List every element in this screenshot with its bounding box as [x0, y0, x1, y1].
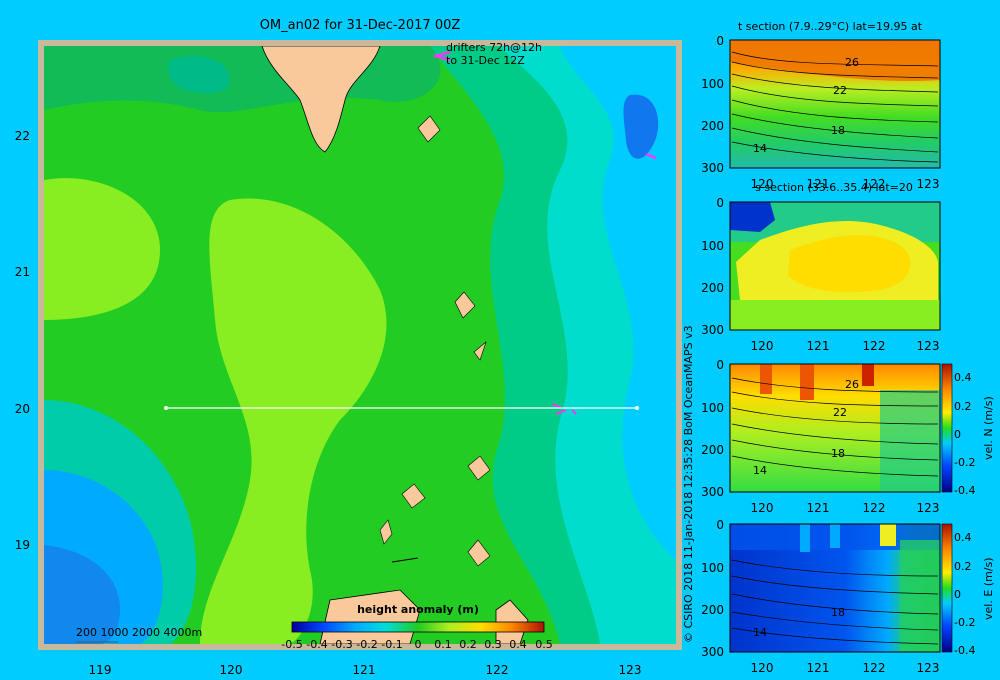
- depth-tick: 200: [701, 281, 724, 295]
- velocity-colorbar-label: vel. E (m/s): [982, 557, 995, 620]
- lon-tick: 123: [917, 661, 940, 675]
- colorbar-tick: -0.1: [381, 638, 402, 651]
- velocity-east-section-panel: 18 14 0.4 0.2 0 -0.2 -0.4 vel. E (m/s) 0…: [701, 518, 995, 675]
- lon-tick: 121: [807, 177, 830, 191]
- section-end-marker: [635, 406, 639, 410]
- contour-label: 14: [753, 626, 767, 639]
- depth-tick: 100: [701, 239, 724, 253]
- depth-tick: 0: [716, 196, 724, 210]
- colorbar-tick: 0: [415, 638, 422, 651]
- depth-tick: 300: [701, 161, 724, 175]
- lon-tick: 121: [807, 661, 830, 675]
- height-anomaly-colorbar: height anomaly (m) -0.5 -0.4 -0.3 -0.2 -…: [281, 603, 552, 651]
- lon-tick: 121: [807, 339, 830, 353]
- depth-tick: 0: [716, 34, 724, 48]
- contour-label: 22: [833, 84, 847, 97]
- drifter-track: [431, 50, 451, 62]
- map-lon-axis: 119 120 121 122 123: [89, 663, 642, 677]
- contour-label: 18: [831, 124, 845, 137]
- section-start-marker: [164, 406, 168, 410]
- velocity-tick: 0.4: [954, 371, 972, 384]
- credit-text: © CSIRO 2018 11-Jan-2018 12:35:28 BoM Oc…: [682, 325, 695, 643]
- colorbar-tick: -0.5: [281, 638, 302, 651]
- colorbar-tick: 0.4: [509, 638, 527, 651]
- lon-tick: 123: [917, 501, 940, 515]
- contour-label: 26: [845, 56, 859, 69]
- depth-tick: 100: [701, 77, 724, 91]
- depth-tick: 300: [701, 485, 724, 499]
- lon-tick: 122: [486, 663, 509, 677]
- depth-tick: 300: [701, 645, 724, 659]
- depth-tick: 100: [701, 401, 724, 415]
- lon-tick: 121: [353, 663, 376, 677]
- lat-tick: 19: [15, 538, 30, 552]
- bathymetry-legend: 200 1000 2000 4000m: [76, 626, 202, 639]
- velocity-tick: 0: [954, 588, 961, 601]
- colorbar-tick: 0.2: [459, 638, 477, 651]
- contour-label: 26: [845, 378, 859, 391]
- map-field: [44, 46, 676, 644]
- velocity-tick: -0.4: [954, 644, 975, 657]
- lon-tick: 120: [751, 501, 774, 515]
- lon-tick: 122: [863, 177, 886, 191]
- lon-tick: 122: [863, 661, 886, 675]
- velocity-north-section-panel: 26 22 18 14 0.4 0.2 0 -0.2 -0.4 vel. N (…: [701, 358, 995, 515]
- depth-tick: 200: [701, 119, 724, 133]
- lon-tick: 123: [619, 663, 642, 677]
- velocity-tick: 0.2: [954, 560, 972, 573]
- colorbar-tick: 0.1: [434, 638, 452, 651]
- lon-tick: 123: [917, 339, 940, 353]
- contour-label: 18: [831, 606, 845, 619]
- colorbar-tick: 0.3: [484, 638, 502, 651]
- velocity-tick: 0: [954, 428, 961, 441]
- temperature-section-panel: t section (7.9..29°C) lat=19.95 at 26 22…: [701, 20, 941, 191]
- velocity-colorbar-label: vel. N (m/s): [982, 396, 995, 460]
- colorbar-tick: -0.2: [356, 638, 377, 651]
- lat-tick: 22: [15, 129, 30, 143]
- depth-tick: 100: [701, 561, 724, 575]
- section-title: s section (33.6..35.4) lat=20: [755, 181, 913, 194]
- depth-tick: 200: [701, 443, 724, 457]
- lon-tick: 121: [807, 501, 830, 515]
- contour-label: 14: [753, 464, 767, 477]
- lon-tick: 122: [863, 501, 886, 515]
- velocity-tick: 0.4: [954, 531, 972, 544]
- lon-tick: 120: [751, 339, 774, 353]
- colorbar-tick: 0.5: [535, 638, 553, 651]
- colorbar-gradient: [291, 621, 545, 633]
- drifter-label-line2: to 31-Dec 12Z: [446, 54, 525, 67]
- lon-tick: 122: [863, 339, 886, 353]
- depth-tick: 200: [701, 603, 724, 617]
- section-title: t section (7.9..29°C) lat=19.95 at: [738, 20, 923, 33]
- colorbar-tick: -0.4: [306, 638, 327, 651]
- contour-label: 18: [831, 447, 845, 460]
- map-lat-axis: 22 21 20 19: [15, 129, 30, 552]
- lon-tick: 120: [751, 177, 774, 191]
- lon-tick: 119: [89, 663, 112, 677]
- contour-label: 14: [753, 142, 767, 155]
- depth-tick: 0: [716, 358, 724, 372]
- map-title: OM_an02 for 31-Dec-2017 00Z: [260, 18, 461, 33]
- velocity-tick: -0.2: [954, 616, 975, 629]
- lon-tick: 120: [220, 663, 243, 677]
- velocity-tick: -0.4: [954, 484, 975, 497]
- depth-tick: 0: [716, 518, 724, 532]
- velocity-tick: 0.2: [954, 400, 972, 413]
- colorbar-tick: -0.3: [331, 638, 352, 651]
- velocity-tick: -0.2: [954, 456, 975, 469]
- colorbar-title: height anomaly (m): [357, 603, 479, 616]
- contour-label: 22: [833, 406, 847, 419]
- velocity-colorbar: [941, 363, 953, 493]
- lat-tick: 21: [15, 265, 30, 279]
- velocity-colorbar: [941, 523, 953, 653]
- depth-tick: 300: [701, 323, 724, 337]
- lon-tick: 123: [917, 177, 940, 191]
- drifter-label-line1: drifters 72h@12h: [446, 41, 542, 54]
- lat-tick: 20: [15, 402, 30, 416]
- lon-tick: 120: [751, 661, 774, 675]
- salinity-section-panel: s section (33.6..35.4) lat=20 0 100 200 …: [701, 181, 941, 353]
